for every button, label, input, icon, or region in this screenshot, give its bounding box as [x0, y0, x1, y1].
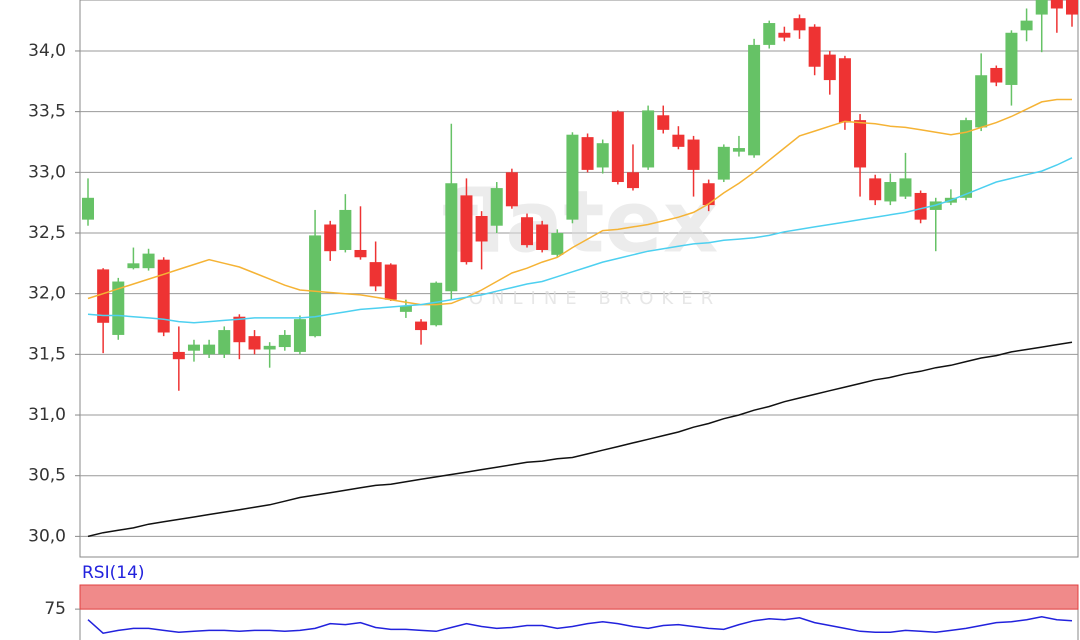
overbought-band	[79, 584, 1079, 610]
candle-body	[490, 188, 503, 226]
candle-body	[384, 264, 397, 300]
y-tick-label: 75	[44, 599, 66, 619]
candle-body	[505, 172, 518, 207]
candle-body	[838, 58, 851, 123]
candle-body	[1050, 0, 1063, 9]
candle-body	[657, 115, 670, 130]
candle-body	[475, 216, 488, 242]
candle-body	[445, 183, 458, 292]
candle-body	[112, 281, 125, 335]
candle-body	[732, 148, 745, 152]
candle-body	[808, 26, 821, 67]
candle-body	[581, 137, 594, 170]
candle-body	[203, 344, 216, 355]
price-plot-frame	[79, 0, 1079, 558]
candle-body	[142, 253, 155, 269]
watermark-sub: ONLINE BROKER	[469, 288, 721, 309]
candle-body	[82, 197, 94, 220]
y-tick-label: 30,5	[28, 466, 66, 486]
candle-body	[884, 182, 897, 202]
candle-body	[702, 183, 715, 206]
candle-body	[960, 120, 973, 198]
candle-body	[672, 134, 685, 147]
y-tick-label: 34,0	[28, 41, 66, 61]
candle-body	[157, 259, 170, 333]
candle-body	[1020, 20, 1033, 31]
candle-body	[566, 134, 579, 220]
candle-body	[233, 316, 246, 343]
candle-body	[793, 18, 806, 31]
plot: flatex ONLINE BROKER	[82, 0, 1078, 538]
candle-body	[369, 262, 382, 287]
candle-body	[899, 178, 912, 197]
candle-body	[869, 178, 882, 201]
candle-body	[778, 32, 791, 38]
candle-body	[748, 44, 761, 156]
candle-body	[823, 54, 836, 81]
candle-body	[415, 321, 428, 331]
candle-body	[127, 263, 140, 269]
candle-body	[460, 195, 473, 263]
candle-body	[521, 217, 534, 246]
candle-body	[218, 330, 231, 355]
candle-body	[611, 111, 624, 183]
candle-body	[172, 351, 185, 360]
candle-body	[1005, 32, 1018, 85]
y-tick-label: 32,0	[28, 284, 66, 304]
candle-body	[626, 172, 639, 189]
candle-body	[1066, 0, 1078, 15]
y-tick-label: 30,0	[28, 526, 66, 546]
candle-body	[551, 232, 564, 255]
candle-body	[975, 75, 988, 128]
candle-body	[763, 23, 776, 45]
candle-body	[97, 269, 110, 323]
candle-body	[263, 345, 276, 350]
candle-body	[990, 67, 1003, 83]
candle-body	[248, 336, 261, 350]
moving-average	[87, 341, 1073, 538]
candle-body	[854, 120, 867, 168]
candle-body	[278, 334, 291, 348]
watermark: flatex	[442, 172, 719, 272]
candle-body	[324, 224, 337, 252]
y-tick-label: 32,5	[28, 223, 66, 243]
y-tick-label: 33,0	[28, 162, 66, 182]
candle-body	[687, 139, 700, 170]
candle-body	[293, 319, 306, 352]
candle-body	[187, 344, 200, 351]
y-tick-label: 31,5	[28, 344, 66, 364]
candle-body	[536, 224, 549, 250]
rsi-line	[87, 616, 1073, 635]
rsi-title: RSI(14)	[82, 563, 145, 583]
candle-body	[642, 110, 655, 168]
moving-average	[87, 157, 1073, 324]
candle-body	[399, 305, 412, 312]
y-tick-label: 31,0	[28, 405, 66, 425]
candle-body	[354, 249, 367, 258]
candle-body	[1035, 0, 1048, 15]
candle-body	[596, 143, 609, 168]
candle-body	[309, 235, 322, 337]
moving-average	[87, 98, 1072, 306]
candle-body	[717, 146, 730, 180]
y-tick-label: 33,5	[28, 102, 66, 122]
candle-body	[339, 209, 352, 250]
candle-body	[914, 192, 927, 220]
